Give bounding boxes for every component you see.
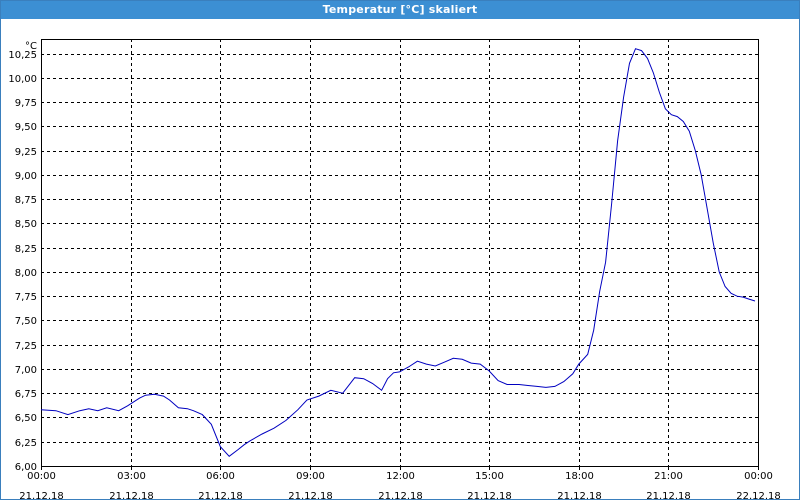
temperature-chart: °C 6,00 6,25 6,50 6,75 7,00 7,25 7,50 7,75 8,00 8… (8, 39, 781, 499)
x-tick-time-label: 06:00 (206, 471, 235, 482)
y-tick-label: 7,25 (15, 341, 37, 352)
y-tick-label: 9,75 (15, 98, 37, 109)
y-tick-label: 7,50 (15, 316, 37, 327)
x-tick-time-label: 00:00 (744, 471, 773, 482)
x-tick-time-label: 21:00 (654, 471, 683, 482)
x-tick-time-label: 18:00 (565, 471, 594, 482)
x-tick-time-label: 12:00 (386, 471, 415, 482)
x-tick-time-label: 15:00 (475, 471, 504, 482)
y-tick-label: 8,25 (15, 244, 37, 255)
x-tick-date-label: 21.12.18 (19, 491, 64, 499)
y-tick-label: 7,75 (15, 292, 37, 303)
x-tick-time-label: 03:00 (117, 471, 146, 482)
y-tick-label: 6,25 (15, 438, 37, 449)
y-tick-label: 6,00 (15, 462, 37, 473)
x-tick-date-label: 21.12.18 (467, 491, 512, 499)
x-tick-date-label: 21.12.18 (198, 491, 243, 499)
window-title: Temperatur [°C] skaliert (1, 1, 799, 19)
plot-frame (41, 39, 759, 467)
chart-grid (41, 39, 758, 467)
y-tick-label: 8,75 (15, 195, 37, 206)
x-tick-date-label: 21.12.18 (378, 491, 423, 499)
y-tick-label: 10,00 (8, 74, 37, 85)
y-tick-label: 7,00 (15, 365, 37, 376)
y-tick-label: 9,25 (15, 147, 37, 158)
x-tick-time-label: 00:00 (27, 471, 56, 482)
y-tick-label: 8,50 (15, 219, 37, 230)
y-tick-label: 9,00 (15, 171, 37, 182)
y-tick-label: 8,00 (15, 268, 37, 279)
y-tick-label: 6,50 (15, 413, 37, 424)
x-tick-date-label: 21.12.18 (557, 491, 602, 499)
x-tick-date-label: 21.12.18 (646, 491, 691, 499)
x-axis: 00:00 21.12.18 03:00 21.12.18 06:00 21.12.18 0… (19, 466, 781, 499)
x-tick-date-label: 22.12.18 (736, 491, 781, 499)
x-tick-date-label: 21.12.18 (109, 491, 154, 499)
x-tick-date-label: 21.12.18 (288, 491, 333, 499)
y-axis-unit-label: °C (25, 41, 37, 52)
temperature-series-line (40, 48, 756, 457)
plot-border (41, 39, 759, 467)
series-group (40, 48, 756, 457)
y-tick-label: 10,25 (8, 50, 37, 61)
x-tick-time-label: 09:00 (296, 471, 325, 482)
y-tick-label: 9,50 (15, 122, 37, 133)
y-axis: °C 6,00 6,25 6,50 6,75 7,00 7,25 7,50 7,75 8,00 8… (8, 41, 37, 473)
y-tick-label: 6,75 (15, 389, 37, 400)
